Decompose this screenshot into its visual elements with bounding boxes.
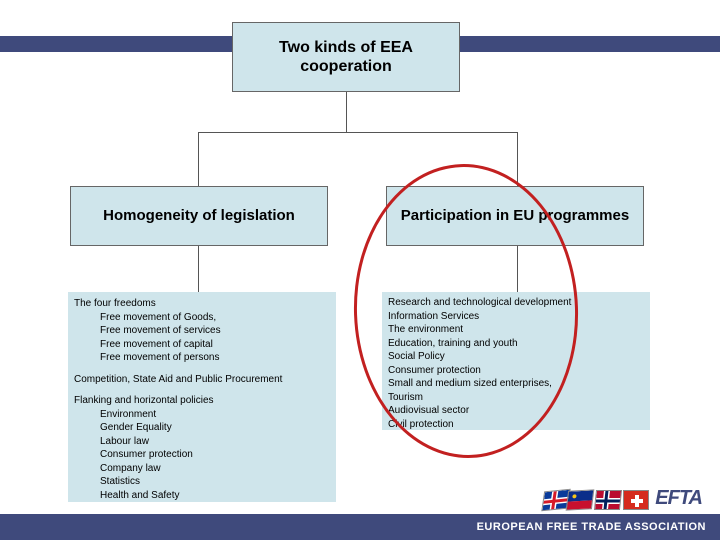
connector xyxy=(198,246,199,292)
leaf-left-sub-item: Free movement of services xyxy=(74,324,330,338)
leaf-right-item: Social Policy xyxy=(388,350,644,364)
leaf-left-sub-item: Environment xyxy=(74,408,330,422)
root-title: Two kinds of EEA cooperation xyxy=(239,38,453,76)
leaf-left-sub-item: Free movement of capital xyxy=(74,338,330,352)
child-right-title: Participation in EU programmes xyxy=(401,207,629,225)
flag-norway xyxy=(594,490,622,510)
leaf-right-item: Civil protection xyxy=(388,418,644,432)
leaf-left-section-head: The four freedoms xyxy=(74,297,330,311)
leaf-right-item: Small and medium sized enterprises, xyxy=(388,377,644,391)
child-left-title: Homogeneity of legislation xyxy=(103,207,295,225)
leaf-left-sub-item: Free movement of Goods, xyxy=(74,311,330,325)
connector xyxy=(198,132,518,133)
leaf-right-item: Research and technological development xyxy=(388,296,644,310)
leaf-right-item: Tourism xyxy=(388,391,644,405)
leaf-left-sub-item: Free movement of persons xyxy=(74,351,330,365)
leaf-left-section-head: Competition, State Aid and Public Procur… xyxy=(74,373,330,387)
leaf-right-item: The environment xyxy=(388,323,644,337)
connector xyxy=(346,92,347,132)
leaf-left-sub-item: Company law xyxy=(74,462,330,476)
leaf-left-sub-item: Health and Safety xyxy=(74,489,330,503)
leaf-right-item: Audiovisual sector xyxy=(388,404,644,418)
leaf-left-section-head: Flanking and horizontal policies xyxy=(74,394,330,408)
child-node-right: Participation in EU programmes xyxy=(386,186,644,246)
efta-logo: EFTA xyxy=(543,487,702,510)
leaf-node-left: The four freedomsFree movement of Goods,… xyxy=(68,292,336,502)
footer-bar: EUROPEAN FREE TRADE ASSOCIATION xyxy=(0,514,720,540)
connector xyxy=(517,132,518,186)
leaf-left-sub-item: Labour law xyxy=(74,435,330,449)
leaf-left-sub-item: Gender Equality xyxy=(74,421,330,435)
connector xyxy=(517,246,518,292)
child-node-left: Homogeneity of legislation xyxy=(70,186,328,246)
leaf-right-item: Consumer protection xyxy=(388,364,644,378)
root-node: Two kinds of EEA cooperation xyxy=(232,22,460,92)
flag-liechtenstein xyxy=(566,489,595,510)
leaf-right-item: Education, training and youth xyxy=(388,337,644,351)
leaf-left-sub-item: Consumer protection xyxy=(74,448,330,462)
leaf-right-item: Information Services xyxy=(388,310,644,324)
leaf-right-content: Research and technological developmentIn… xyxy=(388,296,644,431)
efta-text: EFTA xyxy=(655,487,702,510)
connector xyxy=(198,132,199,186)
footer-org-name: EUROPEAN FREE TRADE ASSOCIATION xyxy=(477,521,706,533)
flag-switzerland xyxy=(623,490,649,510)
leaf-left-sub-item: Statistics xyxy=(74,475,330,489)
leaf-node-right: Research and technological developmentIn… xyxy=(382,292,650,430)
leaf-left-content: The four freedomsFree movement of Goods,… xyxy=(74,297,330,502)
